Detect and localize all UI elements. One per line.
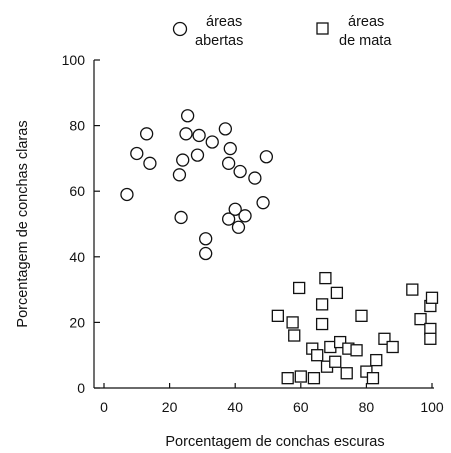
y-tick-label: 80 [69,118,85,134]
circle-point [199,246,213,261]
y-axis-title: Porcentagem de conchas claras [15,120,31,327]
x-tick-label: 0 [100,399,108,415]
circle-point [199,232,213,246]
x-tick-label: 60 [293,399,309,415]
legend-label-line-1: áreas [348,14,384,30]
circle-point [143,156,157,170]
square-point [286,316,299,329]
square-point [319,271,332,285]
x-tick-label: 100 [420,399,444,415]
circle-point [190,148,205,162]
x-tick-label: 20 [162,399,178,415]
square-point [360,365,373,378]
square-point [307,372,321,385]
legend-marker-circle [172,21,188,37]
square-point [355,309,368,322]
square-point [366,372,380,385]
y-tick-label: 0 [77,380,85,396]
circle-point [228,202,242,216]
y-tick-label: 60 [69,183,85,199]
circle-point [238,209,252,223]
square-point [414,312,427,326]
y-tick-label: 40 [69,249,85,265]
circle-point [180,109,195,123]
square-point [315,298,329,311]
legend-marker-square [316,22,329,35]
square-point [386,340,399,354]
circle-point [223,141,237,156]
legend-label-line-2: de mata [339,33,392,49]
x-tick-label: 80 [359,399,375,415]
square-point [293,281,306,295]
circle-point [172,168,187,182]
square-point [350,344,363,357]
y-tick-label: 100 [62,52,86,68]
legend-label-line-2: abertas [195,33,243,49]
circle-point [120,187,134,202]
square-point [315,317,329,331]
square-point [281,372,294,385]
square-point [294,370,307,383]
square-point [329,355,342,368]
square-point [311,349,324,362]
square-point [424,332,437,345]
circle-point [256,196,270,210]
square-point [378,332,391,345]
x-axis-ticks: 0 20 40 60 80 100 [100,383,444,415]
legend-label-line-1: áreas [206,14,242,30]
legend: áreas abertas áreas de mata [172,14,392,49]
y-axis-ticks: 0 20 40 60 80 100 [62,52,100,396]
x-tick-label: 40 [227,399,243,415]
circle-point [233,164,247,179]
square-point [334,335,347,349]
circle-point [221,156,236,170]
circle-point [130,146,144,161]
circle-point [259,150,274,164]
circle-point [248,171,262,185]
circle-point [221,212,236,226]
square-point [330,286,344,300]
circle-point [218,122,233,136]
data-points [120,109,439,385]
y-tick-label: 20 [69,314,85,330]
square-point [340,367,353,380]
x-axis-title: Porcentagem de conchas escuras [165,434,384,450]
square-point [406,283,419,296]
square-point [425,291,439,304]
circle-point [192,128,206,143]
circle-point [139,127,154,141]
square-point [271,309,284,322]
square-point [288,329,301,342]
square-point [370,353,383,367]
circle-point [205,135,219,149]
circle-point [231,220,246,234]
circle-point [176,153,190,167]
circle-point [174,210,188,225]
circle-point [179,127,193,141]
